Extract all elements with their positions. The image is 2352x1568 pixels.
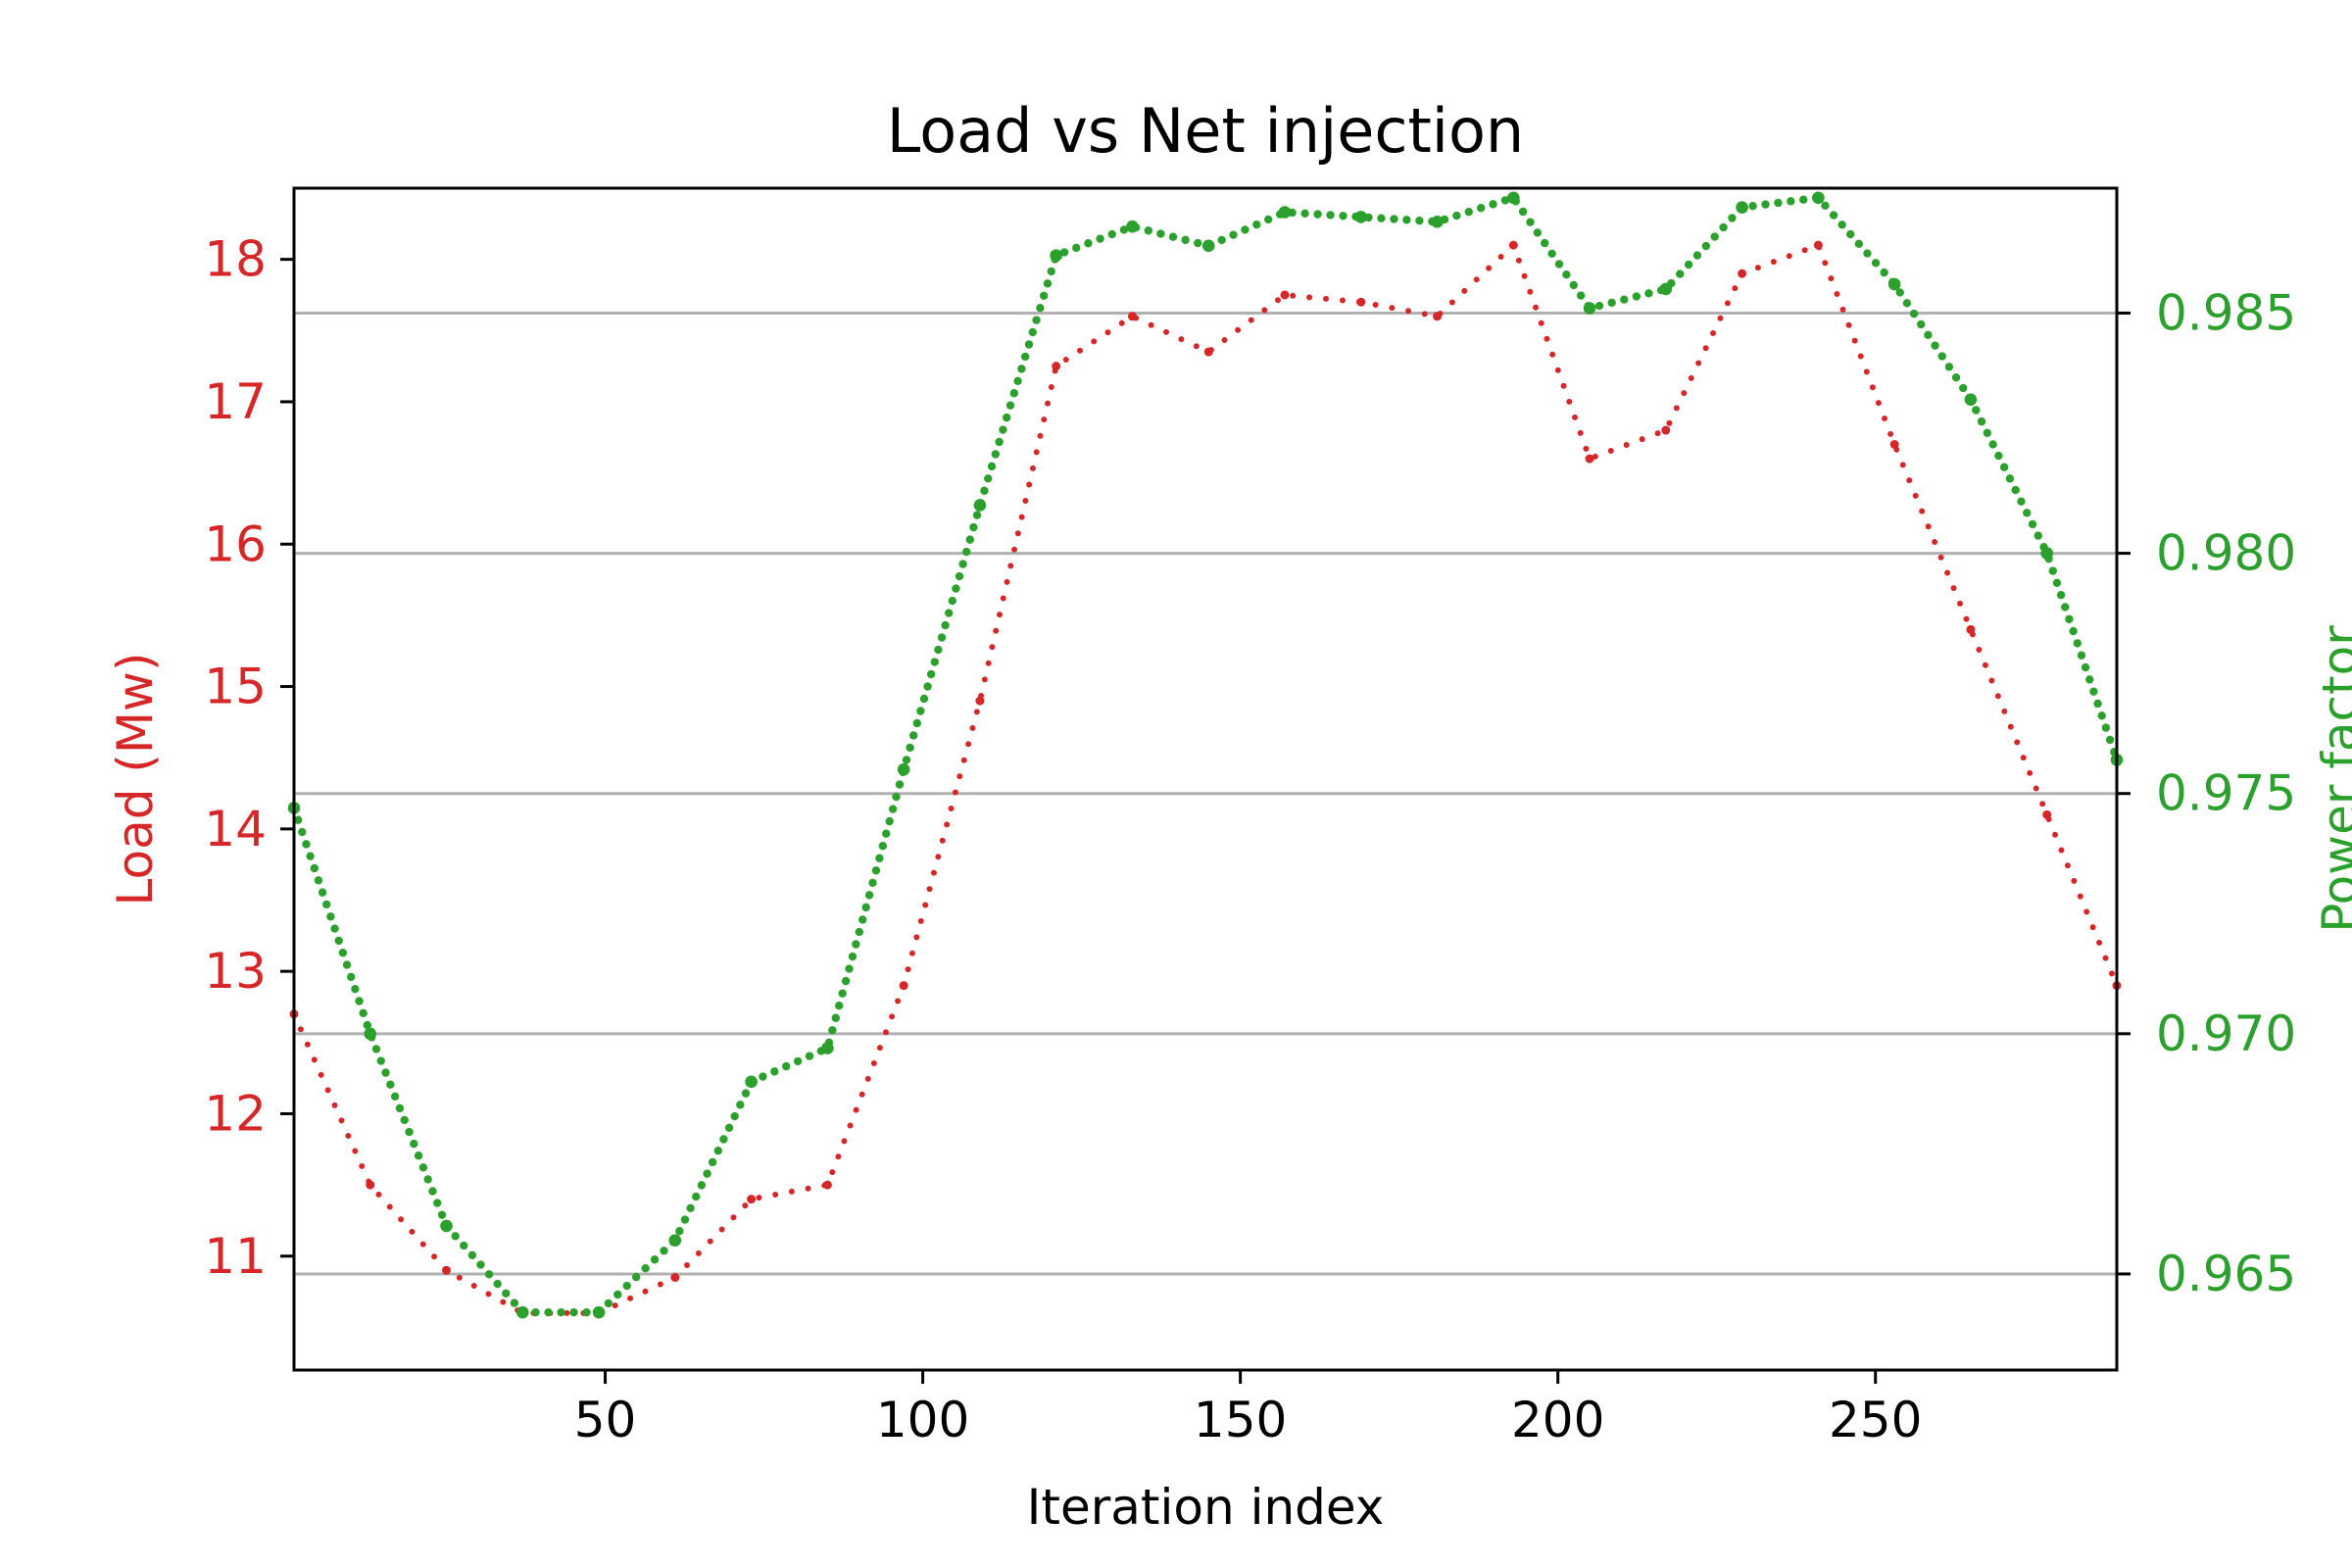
load-series-point (1738, 269, 1747, 278)
load-series-point (822, 1180, 832, 1190)
right-tick-label: 0.965 (2156, 1246, 2296, 1302)
right-tick-label: 0.975 (2156, 765, 2296, 822)
power-factor-series-point (668, 1234, 682, 1247)
grid-layer (294, 311, 2117, 1276)
right-tick-label: 0.980 (2156, 525, 2296, 582)
left-tick-label: 13 (204, 943, 267, 1000)
power-factor-series-point (2040, 547, 2054, 560)
load-series-point (1356, 297, 1366, 307)
left-tick-label: 17 (204, 373, 267, 430)
power-factor-series-point (1354, 211, 1368, 223)
load-series-point (1966, 624, 1976, 634)
chart-title: Load vs Net injection (887, 95, 1524, 167)
power-factor-series-point (1126, 220, 1139, 233)
power-factor-series-point (1659, 282, 1673, 296)
left-axis-ticks: 11 12 13 14 15 16 17 18 (204, 231, 294, 1285)
left-tick-label: 18 (204, 231, 267, 288)
x-tick-label: 100 (876, 1392, 969, 1448)
left-tick-label: 11 (204, 1228, 267, 1285)
load-series-point (442, 1265, 452, 1275)
power-factor-series-point (821, 1042, 834, 1054)
load-series-point (1508, 240, 1518, 250)
power-factor-series-point (1050, 249, 1063, 262)
power-factor-series-point (1887, 277, 1901, 291)
right-axis-ticks: 0.965 0.970 0.975 0.980 0.985 (2117, 284, 2296, 1302)
x-axis-title: Iteration index (1027, 1479, 1385, 1536)
power-factor-series-point (1507, 191, 1520, 205)
load-series-point (1889, 440, 1899, 450)
power-factor-series-point (592, 1305, 606, 1319)
power-factor-series (287, 191, 2124, 1319)
x-tick-label: 50 (574, 1392, 637, 1448)
x-tick-label: 250 (1829, 1392, 1922, 1448)
right-tick-label: 0.985 (2156, 284, 2296, 341)
power-factor-series-point (1736, 201, 1748, 214)
load-series-point (1280, 290, 1290, 300)
power-factor-series-point (1812, 191, 1825, 205)
x-tick-label: 150 (1194, 1392, 1287, 1448)
left-tick-label: 12 (204, 1085, 267, 1142)
load-series-point (1203, 347, 1213, 357)
load-series-point (1127, 312, 1137, 321)
right-axis-title: Power factor (2312, 625, 2352, 933)
power-factor-series-point (973, 499, 987, 512)
load-series-point (975, 696, 985, 706)
left-tick-label: 15 (204, 659, 267, 715)
load-series-point (1433, 312, 1443, 321)
right-tick-label: 0.970 (2156, 1005, 2296, 1062)
load-series-point (2042, 809, 2052, 819)
power-factor-series-point (1201, 239, 1215, 253)
power-factor-series-point (1583, 302, 1596, 315)
load-series-point (366, 1180, 375, 1190)
series-layer (287, 191, 2124, 1319)
plot-frame (292, 186, 2119, 1372)
load-series-point (899, 981, 908, 991)
power-factor-series-point (1964, 393, 1978, 407)
left-axis-title: Load (Mw) (107, 653, 164, 906)
power-factor-series-point (440, 1219, 453, 1233)
load-series-point (670, 1273, 680, 1283)
load-series-point (1052, 362, 1061, 371)
load-series-point (747, 1195, 757, 1204)
load-series-point (1661, 425, 1671, 435)
power-factor-series-point (745, 1075, 758, 1089)
power-factor-series-point (1278, 206, 1292, 219)
power-factor-series-point (516, 1305, 529, 1319)
left-tick-label: 16 (204, 515, 267, 572)
load-series-point (1585, 454, 1594, 464)
power-factor-series-point (364, 1027, 377, 1041)
x-axis-ticks: 50 100 150 200 250 (574, 1370, 1922, 1448)
power-factor-series-point (897, 762, 910, 776)
load-series-point (1813, 240, 1823, 250)
x-tick-label: 200 (1511, 1392, 1604, 1448)
power-factor-series-point (1431, 216, 1444, 228)
left-tick-label: 14 (204, 801, 267, 858)
